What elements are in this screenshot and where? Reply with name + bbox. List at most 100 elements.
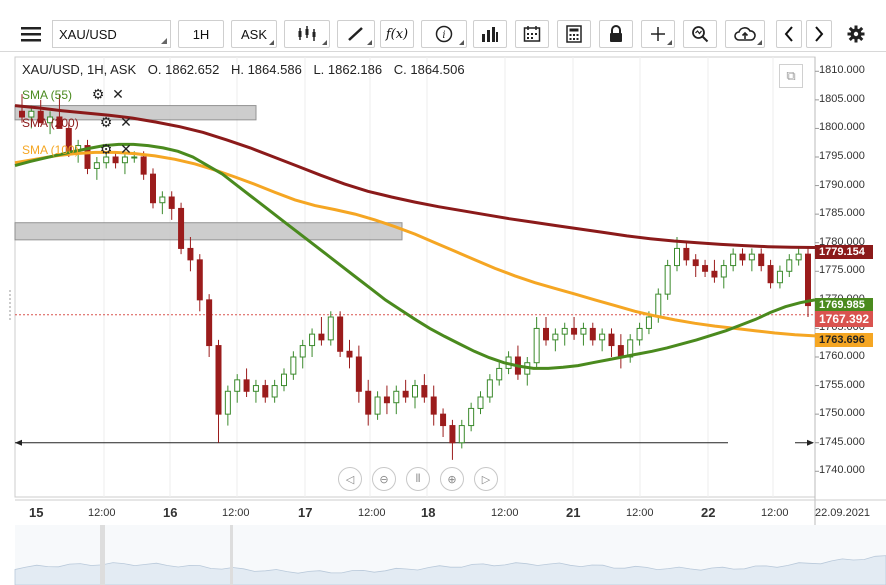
candle-body <box>224 390 231 415</box>
sma55-label[interactable]: SMA (55) <box>22 88 73 102</box>
lock-button[interactable] <box>599 20 633 48</box>
y-tick-label: 1790.000 <box>819 178 865 191</box>
next-button[interactable] <box>806 20 832 48</box>
timeframe-button[interactable]: 1H <box>178 20 224 48</box>
chart-title: XAU/USD, 1H, ASK <box>22 62 137 77</box>
candle-body <box>178 207 185 249</box>
sma55-price-tag: 1769.985 <box>815 298 873 312</box>
symbol-dropdown-corner <box>161 38 167 44</box>
candle-body <box>159 196 166 204</box>
candle-body <box>608 333 615 347</box>
candle-body <box>196 259 203 301</box>
symbol-input[interactable] <box>52 20 171 48</box>
sma200-settings-icon[interactable]: ⚙ <box>99 114 113 130</box>
candle-body <box>93 162 100 169</box>
y-tick-label: 1805.000 <box>819 92 865 105</box>
candle-body <box>421 385 428 398</box>
reset-view-button[interactable]: ⫴ <box>406 467 430 491</box>
candle-body <box>552 333 559 341</box>
candle-body <box>271 385 278 398</box>
sma55-settings-icon[interactable]: ⚙ <box>91 86 105 102</box>
formula-icon: f(x) <box>385 26 409 42</box>
resistance-zone <box>14 222 403 241</box>
x-tick-label: 12:00 <box>626 507 654 519</box>
info-button[interactable]: i <box>421 20 467 48</box>
candle-body <box>617 345 624 358</box>
candle-body <box>47 116 54 124</box>
candle-body <box>739 253 746 261</box>
sma55-close-icon[interactable]: ✕ <box>112 86 124 102</box>
settings-icon <box>847 25 865 43</box>
candle-body <box>56 116 63 129</box>
toolbar: 1H ASK f(x) i <box>0 0 886 52</box>
prev-icon <box>784 26 793 42</box>
volume-bars-icon <box>482 27 498 42</box>
candle-body <box>580 327 587 335</box>
candle-body <box>776 270 783 284</box>
candle-body <box>299 345 306 358</box>
sma100-price-tag: 1763.696 <box>815 333 873 347</box>
x-tick-label: 22 <box>701 505 716 520</box>
sma100-settings-icon[interactable]: ⚙ <box>99 141 113 157</box>
candle-body <box>571 327 578 335</box>
support-line-right-arrow <box>807 439 814 446</box>
candle-body <box>365 390 372 415</box>
candle-body <box>215 345 222 415</box>
candle-body <box>730 253 737 267</box>
candle-body <box>140 156 147 175</box>
candle-body <box>84 145 91 169</box>
candle-body <box>748 253 755 261</box>
candle-body <box>402 390 409 398</box>
expand-icon[interactable]: ⧉ <box>779 64 803 88</box>
zoom-button[interactable] <box>683 20 717 48</box>
sma100-label[interactable]: SMA (100) <box>22 143 79 157</box>
y-tick-label: 1800.000 <box>819 121 865 134</box>
y-tick-label: 1755.000 <box>819 378 865 391</box>
candle-body <box>337 316 344 352</box>
volume-bars-button[interactable] <box>473 20 507 48</box>
candle-body <box>393 390 400 404</box>
y-tick-label: 1785.000 <box>819 207 865 220</box>
candle-body <box>412 385 418 398</box>
zoom-out-button[interactable]: ⊖ <box>372 467 396 491</box>
candle-body <box>711 270 718 278</box>
candle-body <box>19 110 25 118</box>
sma200-label[interactable]: SMA (200) <box>22 116 79 130</box>
draw-button[interactable] <box>337 20 375 48</box>
candle-body <box>112 156 119 164</box>
y-tick-label: 1780.000 <box>819 235 865 248</box>
open-value: O. 1862.652 <box>147 62 220 77</box>
settings-button[interactable] <box>842 20 870 48</box>
candle-body <box>795 253 802 261</box>
candle-body <box>533 327 540 364</box>
sma100-close-icon[interactable]: ✕ <box>120 141 132 157</box>
sma200-price-tag: 1779.154 <box>815 245 873 259</box>
menu-icon[interactable] <box>18 20 44 48</box>
candle-type-button[interactable] <box>284 20 330 48</box>
candle-body <box>543 327 549 341</box>
zoom-in-button[interactable]: ⊕ <box>440 467 464 491</box>
prev-button[interactable] <box>776 20 802 48</box>
y-tick-label: 1740.000 <box>819 464 865 477</box>
candle-body <box>355 356 362 392</box>
crosshair-button[interactable] <box>641 20 675 48</box>
sma55-line <box>14 142 816 370</box>
calendar-button[interactable] <box>515 20 549 48</box>
calendar-icon <box>523 26 541 42</box>
candle-body <box>786 259 793 272</box>
sma200-close-icon[interactable]: ✕ <box>120 114 132 130</box>
scroll-right-button[interactable]: ▷ <box>474 467 498 491</box>
calculator-button[interactable] <box>557 20 591 48</box>
scroll-left-button[interactable]: ◁ <box>338 467 362 491</box>
navigator-handle-right <box>230 525 233 585</box>
cloud-button[interactable] <box>725 20 765 48</box>
x-tick-label: 18 <box>421 505 436 520</box>
formula-button[interactable]: f(x) <box>380 20 414 48</box>
price-side-button[interactable]: ASK <box>231 20 277 48</box>
candle-body <box>327 316 334 341</box>
candle-body <box>692 259 699 267</box>
lock-icon <box>610 25 622 42</box>
y-tick-label: 1775.000 <box>819 264 865 277</box>
candle-body <box>720 265 727 278</box>
